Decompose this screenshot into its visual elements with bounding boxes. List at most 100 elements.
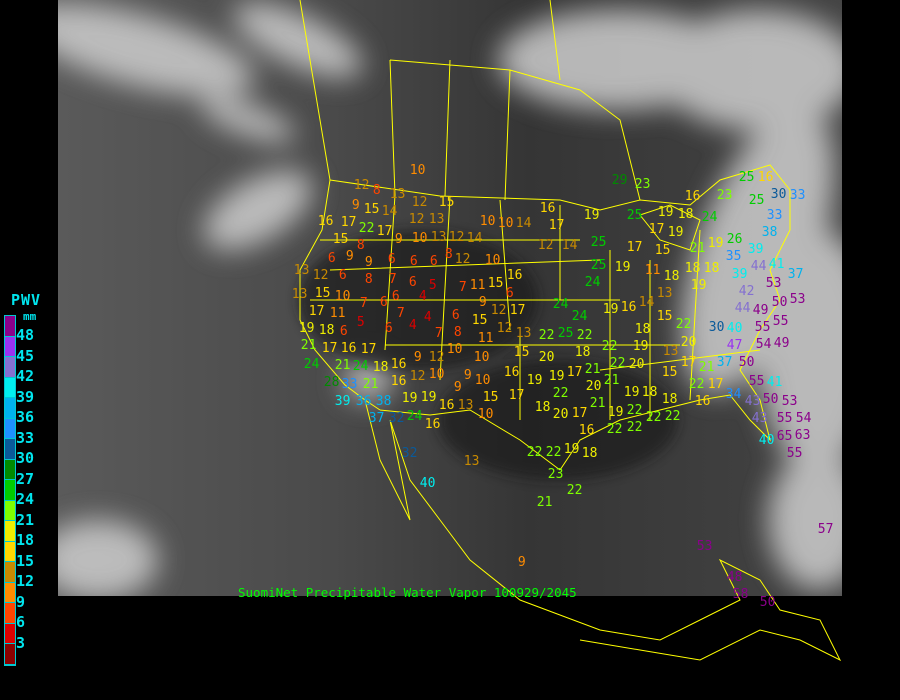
us-west-coast <box>299 179 381 411</box>
legend-label: 21 <box>16 510 35 529</box>
us-mexico-border <box>379 409 561 471</box>
station-pwv-value: 16 <box>758 170 774 185</box>
station-pwv-value: 14 <box>516 216 532 231</box>
station-pwv-value: 24 <box>572 309 588 324</box>
station-pwv-value: 13 <box>516 326 532 341</box>
station-pwv-value: 55 <box>749 374 765 389</box>
gulf-coast <box>559 190 791 471</box>
station-pwv-value: 34 <box>726 387 742 402</box>
legend-swatch <box>5 439 15 460</box>
station-pwv-value: 18 <box>662 392 678 407</box>
station-pwv-value: 24 <box>585 275 601 290</box>
station-pwv-value: 21 <box>590 396 606 411</box>
station-pwv-value: 21 <box>585 362 601 377</box>
station-pwv-value: 10 <box>412 231 428 246</box>
station-pwv-value: 22 <box>646 410 662 425</box>
station-pwv-value: 42 <box>739 284 755 299</box>
station-pwv-value: 23 <box>635 177 651 192</box>
legend-swatch <box>5 500 15 521</box>
legend-label: 27 <box>16 469 35 488</box>
legend-swatch <box>5 398 15 419</box>
station-pwv-value: 19 <box>691 278 707 293</box>
station-pwv-value: 6 <box>340 324 348 339</box>
station-pwv-value: 7 <box>459 280 467 295</box>
legend-swatch <box>5 459 15 480</box>
station-pwv-value: 22 <box>665 409 681 424</box>
legend-label: 3 <box>16 633 26 652</box>
station-pwv-value: 38 <box>762 225 778 240</box>
station-pwv-value: 39 <box>748 242 764 257</box>
station-pwv-value: 22 <box>607 422 623 437</box>
legend-label: 33 <box>16 428 35 447</box>
station-pwv-value: 4 <box>424 310 432 325</box>
station-pwv-value: 17 <box>681 355 697 370</box>
station-pwv-value: 22 <box>602 339 618 354</box>
station-pwv-value: 6 <box>339 268 347 283</box>
station-pwv-value: 10 <box>335 289 351 304</box>
legend-label: 42 <box>16 367 35 385</box>
station-pwv-value: 22 <box>689 377 705 392</box>
station-pwv-value: 6 <box>388 252 396 267</box>
station-pwv-value: 12 <box>412 195 428 210</box>
station-pwv-value: 40 <box>420 476 436 491</box>
station-pwv-value: 14 <box>467 231 483 246</box>
station-pwv-value: 16 <box>341 341 357 356</box>
station-pwv-value: 17 <box>509 388 525 403</box>
station-pwv-value: 6 <box>410 254 418 269</box>
station-pwv-value: 19 <box>549 369 565 384</box>
legend-title: PWV <box>11 291 42 309</box>
station-pwv-value: 25 <box>591 258 607 273</box>
station-pwv-value: 17 <box>549 218 565 233</box>
station-pwv-value: 44 <box>751 259 767 274</box>
station-pwv-value: 9 <box>518 555 526 570</box>
station-pwv-value: 16 <box>425 417 441 432</box>
station-pwv-value: 13 <box>464 454 480 469</box>
state-lines <box>310 194 761 420</box>
station-pwv-value: 6 <box>380 295 388 310</box>
station-pwv-value: 17 <box>627 240 643 255</box>
station-pwv-value: 65 <box>777 429 793 444</box>
station-pwv-value: 13 <box>431 230 447 245</box>
legend-swatch <box>5 562 15 583</box>
station-pwv-value: 18 <box>635 322 651 337</box>
station-pwv-value: 50 <box>739 355 755 370</box>
station-pwv-value: 21 <box>537 495 553 510</box>
station-pwv-value: 55 <box>773 314 789 329</box>
station-pwv-value: 25 <box>739 170 755 185</box>
station-pwv-value: 19 <box>527 373 543 388</box>
station-pwv-value: 55 <box>777 411 793 426</box>
station-pwv-value: 12 <box>410 369 426 384</box>
station-pwv-value: 41 <box>769 257 785 272</box>
station-pwv-value: 26 <box>727 232 743 247</box>
station-pwv-value: 25 <box>749 193 765 208</box>
station-pwv-value: 16 <box>621 300 637 315</box>
station-pwv-value: 32 <box>402 446 418 461</box>
station-pwv-value: 8 <box>454 325 462 340</box>
station-pwv-value: 6 <box>385 321 393 336</box>
station-pwv-value: 9 <box>365 255 373 270</box>
station-pwv-value: 22 <box>627 420 643 435</box>
station-pwv-value: 13 <box>429 212 445 227</box>
station-pwv-value: 16 <box>391 374 407 389</box>
station-pwv-value: 20 <box>553 407 569 422</box>
station-pwv-value: 21 <box>335 358 351 373</box>
station-pwv-value: 15 <box>655 243 671 258</box>
station-pwv-value: 16 <box>504 365 520 380</box>
station-pwv-value: 22 <box>527 445 543 460</box>
station-pwv-value: 53 <box>697 539 713 554</box>
station-pwv-value: 22 <box>577 328 593 343</box>
station-pwv-value: 63 <box>795 428 811 443</box>
station-pwv-value: 15 <box>483 390 499 405</box>
station-pwv-value: 9 <box>454 380 462 395</box>
station-pwv-value: 18 <box>319 323 335 338</box>
station-pwv-value: 39 <box>732 267 748 282</box>
station-pwv-value: 4 <box>419 289 427 304</box>
station-pwv-value: 13 <box>458 398 474 413</box>
station-pwv-value: 13 <box>294 263 310 278</box>
station-pwv-value: 58 <box>733 587 749 602</box>
station-pwv-value: 43 <box>745 394 761 409</box>
station-pwv-value: 6 <box>409 275 417 290</box>
